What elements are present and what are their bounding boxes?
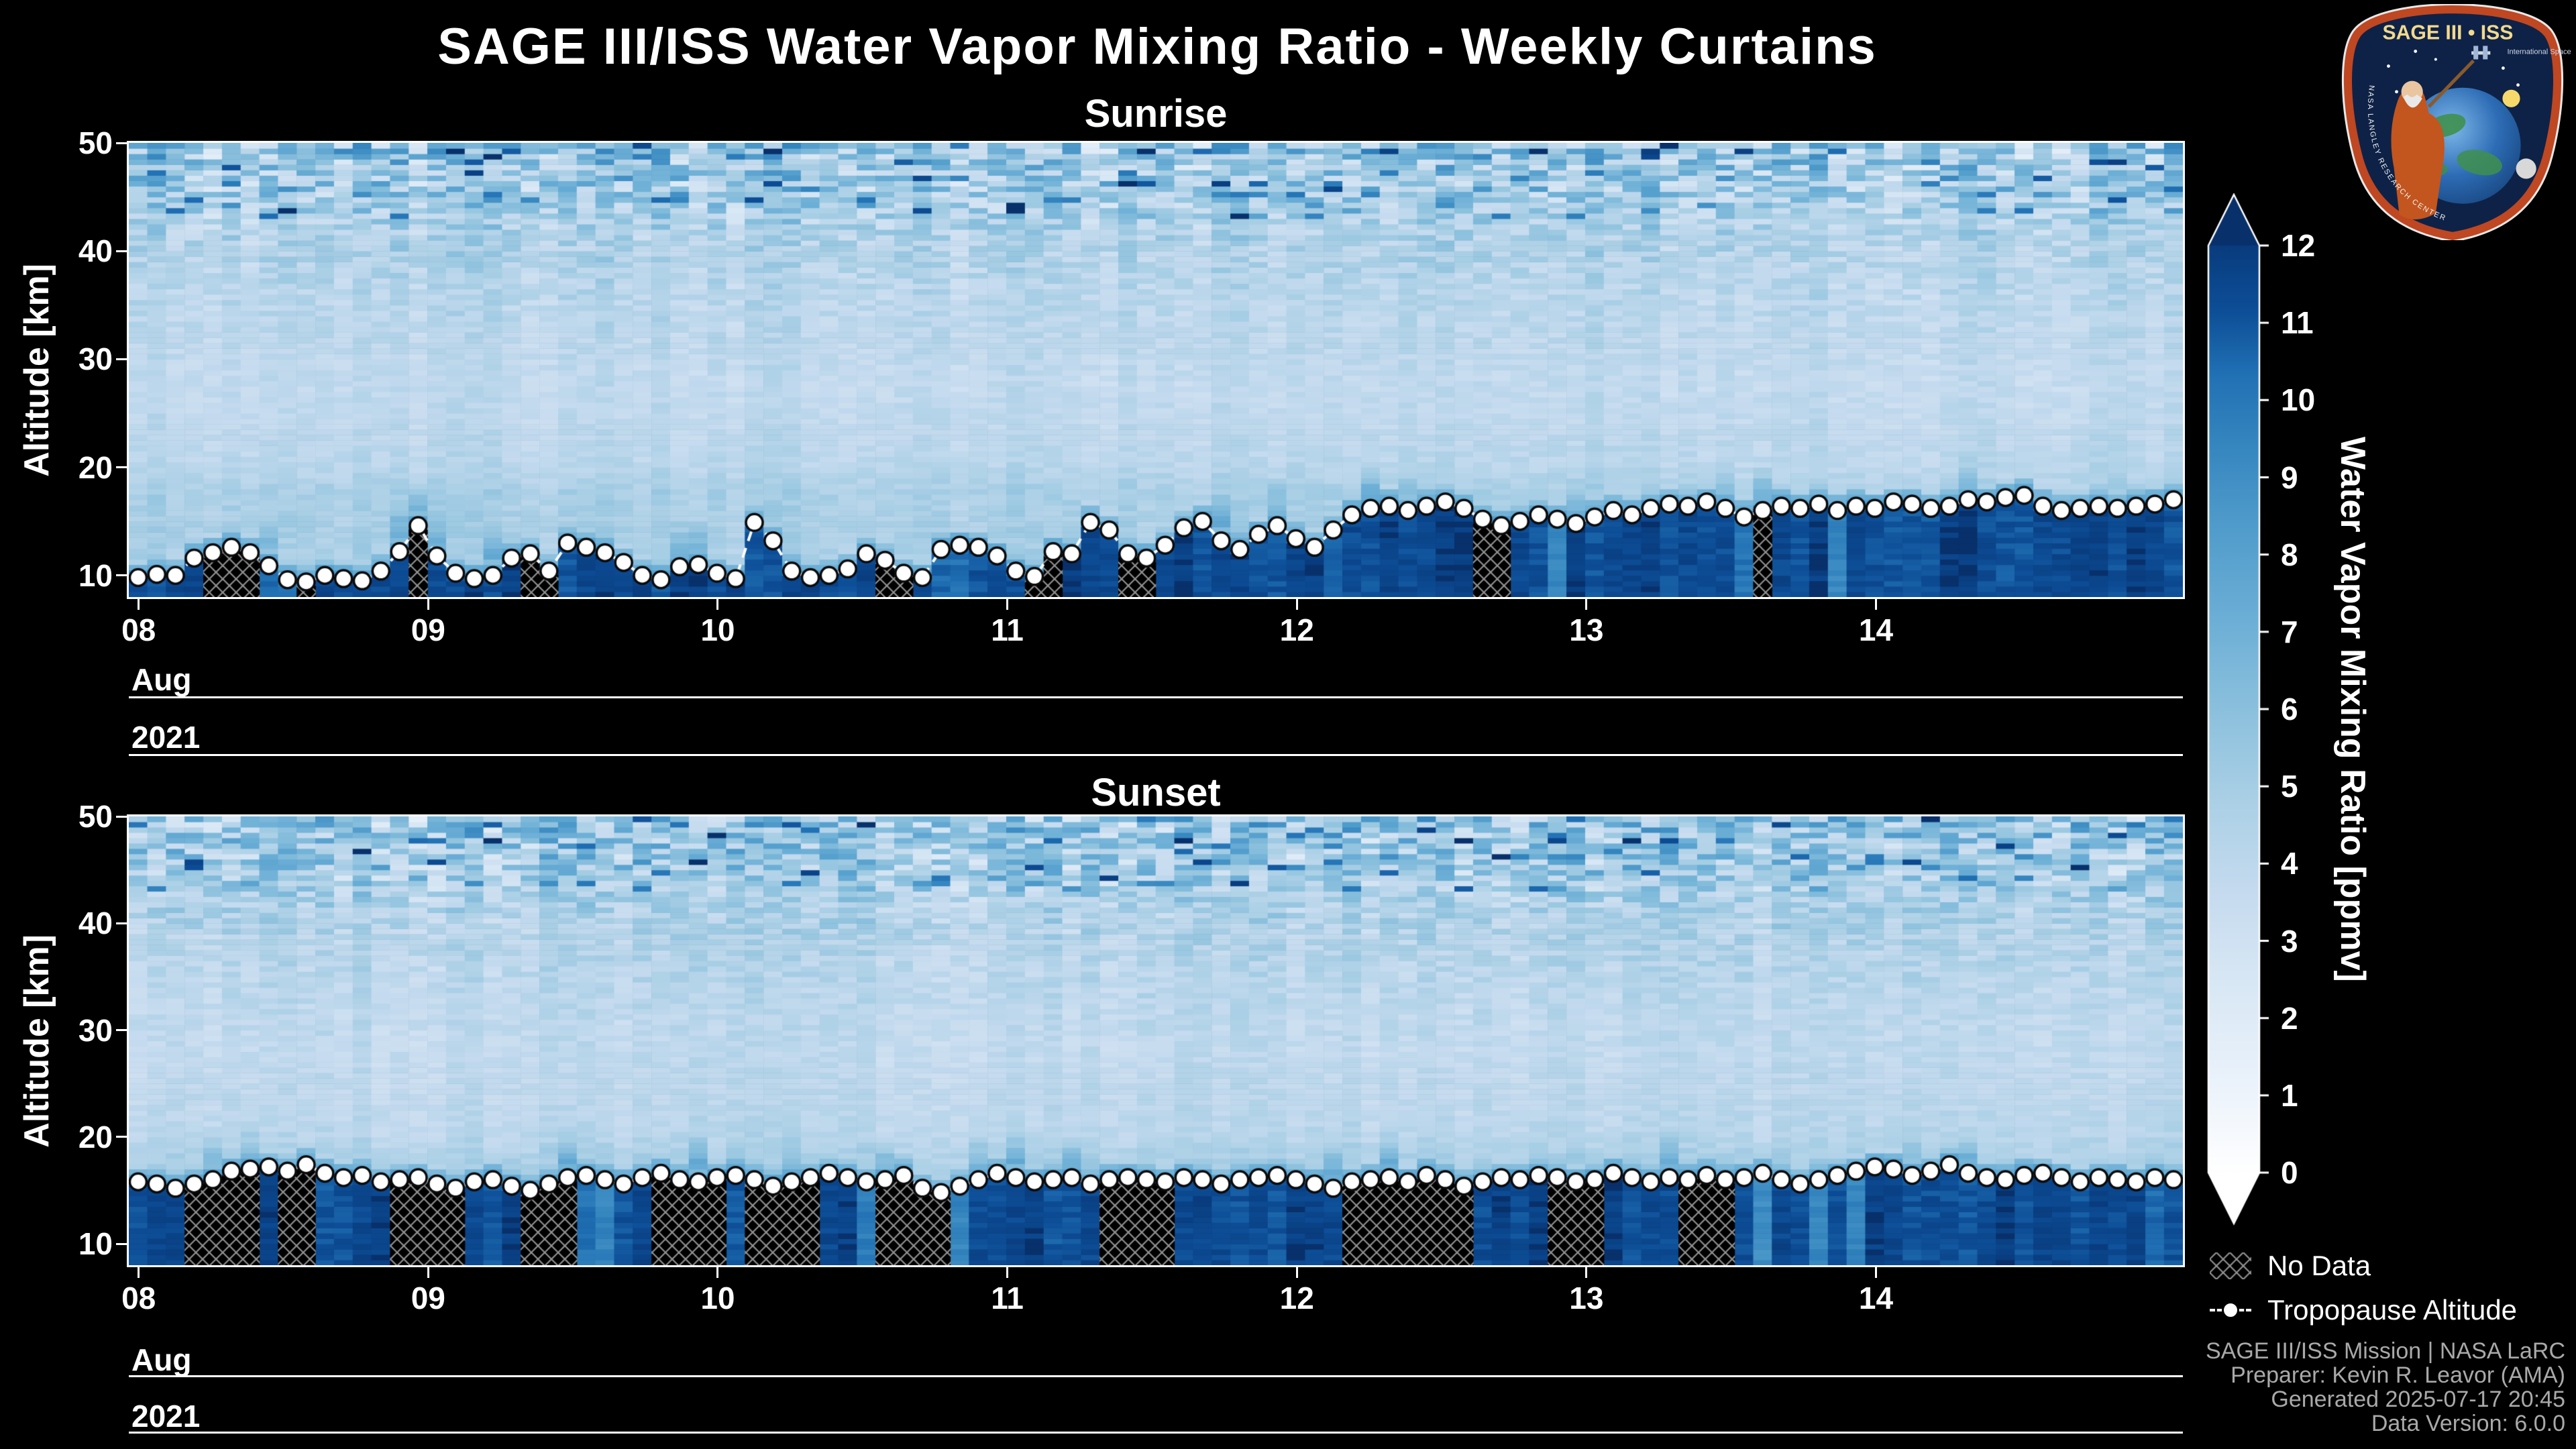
y-tick-label: 30 (78, 1012, 113, 1048)
x-tick-label: 12 (1279, 1281, 1314, 1316)
x-tick-mark (1295, 599, 1298, 610)
colorbar-tick-label: 5 (2281, 769, 2298, 804)
year-label-sunset: 2021 (131, 1399, 201, 1434)
mission-logo: SAGE III • ISS International Space Stati… (2341, 4, 2571, 240)
footer-credits: SAGE III/ISS Mission | NASA LaRC Prepare… (2206, 1339, 2565, 1436)
x-tick-mark (716, 1267, 719, 1278)
colorbar-label-wrap: Water Vapor Mixing Ratio [ppmv] (2316, 246, 2390, 1173)
x-tick-label: 12 (1279, 612, 1314, 647)
y-tick-mark (116, 574, 127, 577)
sunset-heatmap-canvas (129, 816, 2183, 1265)
footer-line-version: Data Version: 6.0.0 (2371, 1411, 2565, 1436)
y-tick-label: 20 (78, 449, 113, 485)
y-tick-mark (116, 250, 127, 252)
x-tick-label: 08 (121, 612, 156, 647)
y-tick-mark (116, 815, 127, 818)
logo-title-text: SAGE III • ISS (2383, 21, 2514, 44)
month-axis-line-sunrise (129, 696, 2183, 698)
y-tick-mark (116, 1242, 127, 1245)
colorbar-tick-label: 7 (2281, 614, 2298, 649)
y-tick-label: 40 (78, 906, 113, 941)
x-tick-mark (427, 599, 429, 610)
logo-sun (2502, 89, 2520, 107)
x-tick-mark (427, 1267, 429, 1278)
footer-line-preparer: Preparer: Kevin R. Leavor (AMA) (2231, 1362, 2565, 1388)
colorbar-tick-label: 4 (2281, 846, 2298, 881)
colorbar-tick-label: 1 (2281, 1077, 2298, 1113)
colorbar-tick-label: 10 (2281, 382, 2316, 418)
x-tick-label: 10 (700, 1281, 735, 1316)
x-tick-label: 13 (1569, 612, 1604, 647)
x-tick-label: 13 (1569, 1281, 1604, 1316)
y-tick-label: 40 (78, 233, 113, 269)
tropopause-dot-sample (2222, 1301, 2239, 1319)
colorbar-tick-label: 12 (2281, 228, 2316, 263)
colorbar-tick-label: 3 (2281, 923, 2298, 959)
x-tick-mark (1295, 1267, 1298, 1278)
y-tick-mark (116, 1029, 127, 1032)
month-label-sunset: Aug (131, 1342, 192, 1377)
tropopause-marker-sample (2210, 1297, 2251, 1324)
y-tick-mark (116, 142, 127, 144)
y-tick-mark (116, 1136, 127, 1138)
y-tick-mark (116, 466, 127, 469)
colorbar-label: Water Vapor Mixing Ratio [ppmv] (2333, 436, 2372, 982)
month-axis-line-sunset (129, 1375, 2183, 1377)
colorbar-tick-label: 2 (2281, 1000, 2298, 1036)
x-tick-label: 14 (1858, 612, 1894, 647)
x-tick-label: 14 (1858, 1281, 1894, 1316)
colorbar-tick-label: 11 (2281, 305, 2314, 341)
y-tick-label: 50 (78, 125, 113, 160)
x-tick-label: 11 (991, 612, 1024, 647)
y-tick-label: 30 (78, 341, 113, 377)
legend: No Data Tropopause Altitude (2210, 1246, 2517, 1335)
x-tick-label: 10 (700, 612, 735, 647)
y-tick-label: 50 (78, 799, 113, 834)
colorbar-tick-label: 6 (2281, 692, 2298, 727)
month-label-sunrise: Aug (131, 662, 192, 697)
x-tick-mark (1006, 1267, 1009, 1278)
logo-iss (2471, 46, 2491, 60)
sunset-plot (127, 814, 2185, 1267)
logo-sage-figure (2391, 59, 2475, 220)
x-tick-label: 09 (411, 1281, 445, 1316)
x-tick-mark (138, 1267, 140, 1278)
year-axis-line-sunset (129, 1432, 2183, 1434)
x-tick-mark (1585, 1267, 1588, 1278)
no-data-hatch-swatch (2210, 1252, 2251, 1279)
colorbar-tick-label: 0 (2281, 1155, 2298, 1190)
legend-row-tropopause: Tropopause Altitude (2210, 1291, 2517, 1330)
footer-line-generated: Generated 2025-07-17 20:45 (2271, 1387, 2565, 1412)
footer-line-mission: SAGE III/ISS Mission | NASA LaRC (2205, 1338, 2565, 1364)
x-tick-mark (1874, 1267, 1877, 1278)
year-label-sunrise: 2021 (131, 720, 201, 755)
x-tick-label: 11 (991, 1281, 1024, 1316)
x-tick-label: 08 (121, 1281, 156, 1316)
panel-title-sunrise: Sunrise (1084, 92, 1228, 136)
x-tick-mark (716, 599, 719, 610)
sunrise-heatmap-canvas (129, 143, 2183, 597)
y-tick-mark (116, 358, 127, 360)
x-tick-mark (1585, 599, 1588, 610)
y-tick-label: 10 (78, 557, 113, 593)
panel-title-sunset: Sunset (1091, 771, 1221, 814)
x-tick-mark (1874, 599, 1877, 610)
year-axis-line-sunrise (129, 754, 2183, 756)
figure-title: SAGE III/ISS Water Vapor Mixing Ratio - … (437, 18, 1877, 75)
x-tick-mark (138, 599, 140, 610)
logo-subtitle-text: International Space Station (2507, 48, 2571, 56)
logo-moon (2516, 158, 2536, 179)
colorbar-tick-label: 9 (2281, 460, 2298, 495)
y-tick-mark (116, 922, 127, 924)
x-tick-label: 09 (411, 612, 445, 647)
sunrise-plot (127, 141, 2185, 599)
y-tick-label: 20 (78, 1119, 113, 1155)
legend-tropopause-label: Tropopause Altitude (2267, 1294, 2518, 1326)
y-tick-label: 10 (78, 1226, 113, 1262)
colorbar (2207, 193, 2274, 1226)
legend-row-no-data: No Data (2210, 1246, 2517, 1285)
colorbar-tick-label: 8 (2281, 537, 2298, 572)
legend-no-data-label: No Data (2267, 1250, 2371, 1281)
x-tick-mark (1006, 599, 1009, 610)
